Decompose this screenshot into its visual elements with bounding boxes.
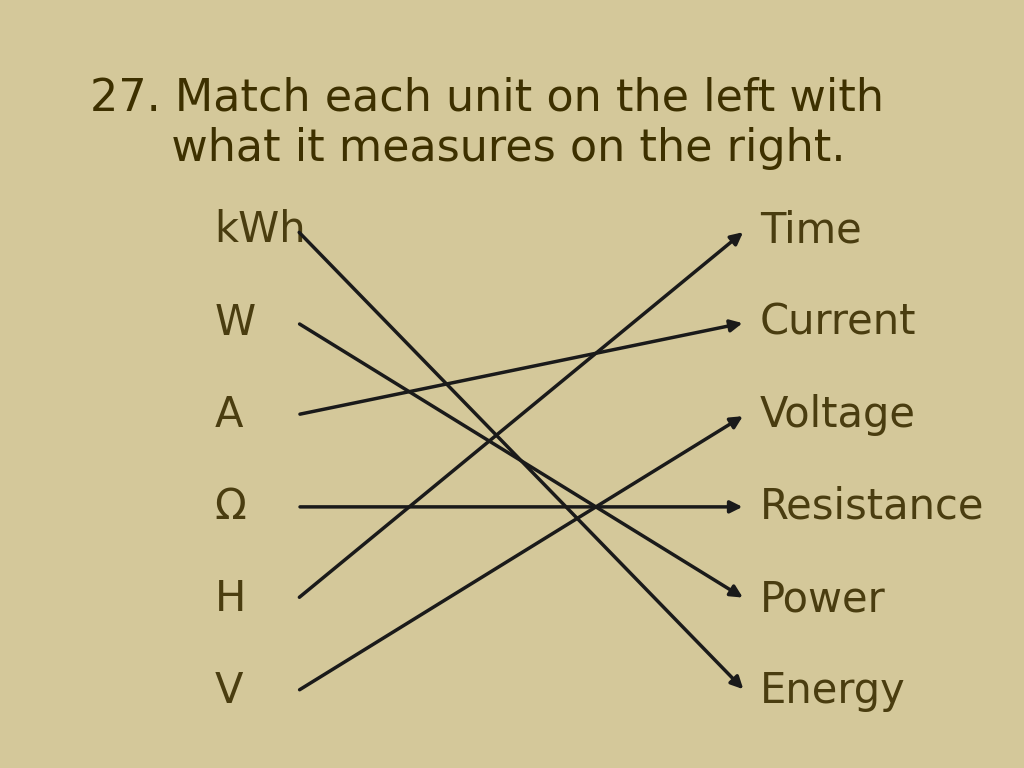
Text: Energy: Energy bbox=[760, 670, 905, 712]
Text: H: H bbox=[214, 578, 246, 620]
Text: kWh: kWh bbox=[214, 210, 306, 251]
Text: V: V bbox=[214, 670, 243, 712]
Text: W: W bbox=[214, 302, 256, 343]
Text: Power: Power bbox=[760, 578, 886, 620]
Text: Resistance: Resistance bbox=[760, 486, 984, 528]
Text: A: A bbox=[214, 394, 243, 435]
Text: Time: Time bbox=[760, 210, 861, 251]
Text: Voltage: Voltage bbox=[760, 394, 915, 435]
Text: 27. Match each unit on the left with
   what it measures on the right.: 27. Match each unit on the left with wha… bbox=[90, 77, 884, 170]
Text: Current: Current bbox=[760, 302, 916, 343]
Text: Ω: Ω bbox=[214, 486, 247, 528]
